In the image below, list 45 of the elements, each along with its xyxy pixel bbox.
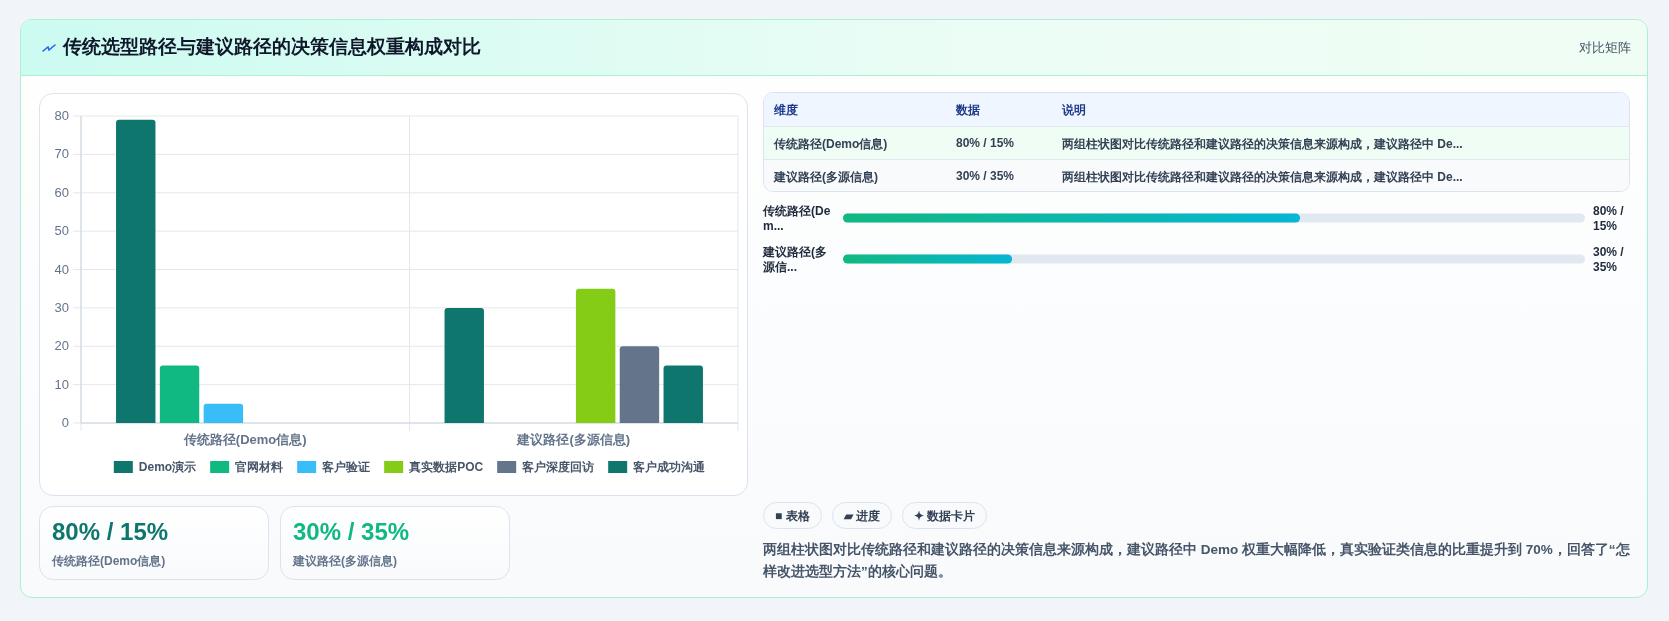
text: 数据 [956, 102, 981, 119]
text: 30% / 35% [293, 518, 410, 546]
legend-label: 官网材料 [235, 460, 284, 474]
bar [203, 403, 244, 423]
y-tick-label: 40 [54, 261, 69, 277]
legend-label: 真实数据POC [408, 460, 484, 474]
text: 80% / 15% [52, 518, 169, 546]
bar [663, 365, 703, 423]
y-tick-label: 20 [54, 338, 69, 354]
text: 传统路径(Demo信息) [52, 553, 166, 570]
text: 两组柱状图对比传统路径和建议路径的决策信息来源构成，建议路径中 De... [1062, 136, 1464, 153]
y-tick-label: 0 [61, 415, 69, 430]
text: 建议路径(多源信息) [774, 169, 879, 186]
bar [116, 119, 156, 423]
y-tick-label: 30 [54, 299, 69, 315]
text: 80% / 15% [1593, 204, 1625, 234]
text: 传统选型路径与建议路径的决策信息权重构成对比 [63, 35, 481, 59]
bar [575, 288, 616, 423]
legend-label: Demo演示 [138, 460, 197, 474]
y-tick-label: 建议路径(多源信... [763, 245, 828, 275]
text: ✦ 数据卡片 [902, 502, 988, 529]
y-tick-label: 70 [54, 146, 69, 162]
legend-label: 客户深度回访 [521, 460, 595, 474]
text: 传统路径(Demo信息) [774, 136, 889, 153]
text: 两组柱状图对比传统路径和建议路径的决策信息来源构成，建议路径中 Demo 权重大幅降低，真实验证类信息的比重提升到 70%，回答了“怎样改进选型方法”的核心问题。 [763, 541, 1630, 581]
bar [619, 346, 660, 423]
text: ■ 表格 [763, 502, 822, 529]
text: 30% / 35% [956, 169, 1016, 183]
text: 对比矩阵 [1578, 39, 1631, 57]
y-tick-label: 60 [54, 184, 69, 200]
text: 维度 [774, 102, 799, 119]
y-tick-label: 80 [54, 108, 69, 123]
text: 说明 [1062, 102, 1087, 119]
text: ▰ 进度 [832, 502, 893, 529]
text: 30% / 35% [1593, 245, 1625, 275]
bar [444, 307, 484, 423]
bar [159, 365, 200, 423]
legend-label: 客户成功沟通 [632, 460, 707, 474]
legend-label: 客户验证 [321, 460, 371, 474]
y-tick-label: 10 [54, 376, 69, 392]
text: 建议路径(多源信息) [293, 553, 397, 570]
y-tick-label: 传统路径(Dem... [763, 204, 831, 234]
y-tick-label: 50 [54, 223, 69, 239]
text: 80% / 15% [956, 136, 1016, 150]
text: 两组柱状图对比传统路径和建议路径的决策信息来源构成，建议路径中 De... [1062, 169, 1464, 186]
